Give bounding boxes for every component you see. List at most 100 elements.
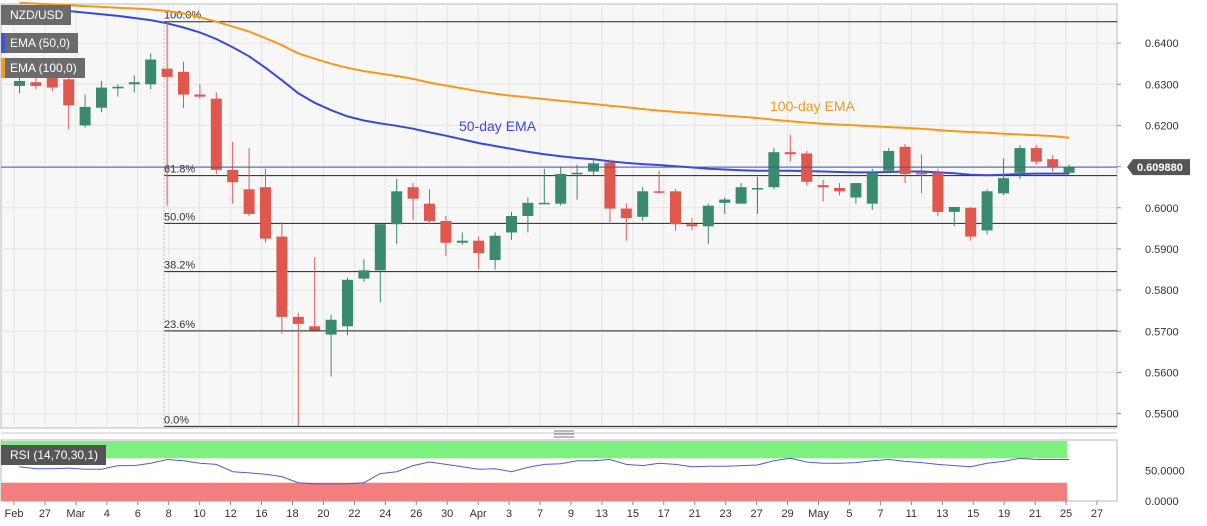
candle-body-47: [784, 152, 796, 155]
fib-label-3: 38.2%: [164, 260, 195, 272]
candle-body-19: [325, 319, 337, 335]
candle-23: [391, 178, 403, 244]
candle-body-51: [850, 183, 862, 198]
candle-59: [981, 189, 993, 235]
candle-43: [719, 197, 731, 214]
x-tick-label-12: 24: [379, 508, 391, 520]
candle-58: [965, 206, 977, 241]
candle-body-39: [653, 191, 665, 193]
x-tick-label-4: 6: [135, 508, 141, 520]
candle-64: [1063, 164, 1075, 175]
x-tick-label-14: 30: [441, 508, 453, 520]
candle-56: [932, 168, 944, 216]
candle-body-26: [440, 220, 452, 243]
candle-body-48: [801, 153, 813, 182]
candle-body-63: [1047, 159, 1059, 167]
candle-5: [96, 80, 107, 113]
x-tick-label-21: 17: [658, 508, 670, 520]
date-axis: Feb 27 Mar 4 6 8 10 12 16 18 20 22 24 26 30 Apr 3 7 9 13 15 1…: [5, 501, 1103, 520]
fibonacci-levels: 100.0%61.8%50.0%38.2%23.6%0.0%: [163, 10, 1117, 427]
x-tick-label-9: 18: [286, 508, 298, 520]
candle-body-52: [866, 172, 878, 204]
candle-body-64: [1063, 167, 1075, 173]
candle-body-10: [178, 71, 189, 95]
ema100-line: [19, 1, 1070, 139]
x-tick-label-29: 11: [906, 508, 917, 520]
candle-24: [407, 183, 419, 221]
candle-body-0: [14, 80, 25, 86]
candle-body-43: [719, 199, 731, 203]
candle-body-49: [817, 185, 829, 188]
x-tick-label-31: 15: [967, 508, 979, 520]
y-tick-label-9: 0.5500: [1145, 409, 1179, 421]
candle-38: [637, 187, 649, 221]
x-tick-label-32: 19: [998, 508, 1010, 520]
fib-label-5: 0.0%: [164, 414, 189, 426]
candle-body-54: [899, 146, 911, 175]
candle-33: [555, 166, 567, 206]
candle-body-37: [620, 208, 632, 219]
candle-body-60: [998, 178, 1009, 194]
candle-14: [243, 148, 255, 216]
candle-44: [735, 183, 747, 204]
candle-47: [784, 134, 796, 162]
candle-45: [752, 176, 763, 214]
candle-4: [79, 94, 91, 128]
candle-body-16: [276, 236, 288, 317]
candle-body-41: [686, 224, 698, 227]
x-tick-label-11: 22: [348, 508, 360, 520]
candle-body-44: [735, 187, 747, 204]
rsi-line: [19, 457, 1070, 485]
candle-body-23: [391, 191, 403, 225]
x-tick-label-35: 27: [1091, 508, 1103, 520]
y-tick-label-0: 0.6400: [1145, 38, 1179, 50]
candle-body-18: [309, 326, 321, 331]
candle-40: [670, 189, 681, 231]
candle-29: [489, 232, 501, 270]
symbol-tag[interactable]: NZD/USD: [1, 5, 72, 25]
candle-42: [702, 203, 714, 244]
current-price-label: 0.609880: [1137, 162, 1183, 174]
current-price-badge: [1127, 159, 1190, 176]
candle-body-56: [932, 172, 944, 212]
candles: [14, 21, 1075, 426]
ema50-annotation: 50-day EMA: [459, 118, 537, 134]
x-tick-label-22: 21: [689, 508, 701, 520]
pane-divider[interactable]: [1, 430, 1117, 438]
candle-body-27: [456, 240, 468, 243]
candle-19: [325, 314, 337, 377]
candle-11: [194, 84, 206, 99]
candle-12: [210, 92, 222, 175]
y-tick-label-5: 0.5900: [1145, 244, 1179, 256]
x-tick-label-33: 21: [1029, 508, 1041, 520]
candle-body-17: [292, 316, 304, 324]
candle-body-25: [424, 203, 435, 221]
candle-37: [620, 203, 632, 241]
ema100-annotation: 100-day EMA: [770, 98, 855, 114]
candle-body-4: [79, 106, 91, 126]
candle-body-33: [555, 174, 567, 204]
ema50-line: [19, 5, 1070, 177]
candle-body-42: [702, 205, 714, 227]
candle-10: [178, 61, 189, 109]
ema50-tag[interactable]: EMA (50,0): [1, 33, 79, 53]
candle-50: [834, 183, 845, 196]
price-axis: 0.64000.63000.62000.61000.60000.59000.58…: [1117, 38, 1179, 421]
candle-body-8: [145, 59, 157, 85]
candle-body-20: [342, 279, 353, 327]
x-tick-label-19: 13: [596, 508, 608, 520]
candle-61: [1014, 145, 1026, 179]
ema100-tag[interactable]: EMA (100,0): [1, 58, 85, 78]
candle-body-57: [948, 206, 960, 212]
candle-8: [145, 53, 157, 90]
candle-30: [506, 211, 517, 240]
x-tick-label-7: 12: [224, 508, 236, 520]
rsi-tag[interactable]: RSI (14,70,30,1): [1, 445, 107, 465]
x-tick-label-30: 13: [936, 508, 948, 520]
candle-34: [571, 164, 583, 200]
candle-body-45: [752, 188, 763, 190]
x-tick-label-8: 16: [255, 508, 267, 520]
candle-54: [899, 143, 911, 184]
rsi-y-tick-label-1: 0.0000: [1145, 496, 1179, 508]
candle-36: [604, 159, 616, 223]
